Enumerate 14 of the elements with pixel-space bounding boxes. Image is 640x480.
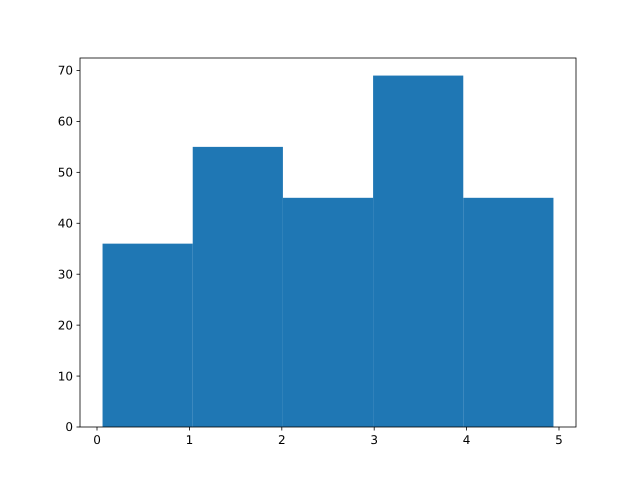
x-tick-label: 1 [186, 433, 194, 447]
y-tick-label: 20 [58, 318, 73, 332]
x-tick-label: 2 [278, 433, 286, 447]
y-tick-label: 10 [58, 369, 73, 384]
y-tick-label: 40 [58, 216, 73, 230]
y-tick-label: 50 [58, 166, 73, 180]
y-tick-label: 70 [58, 64, 73, 78]
x-tick-label: 5 [555, 433, 563, 447]
x-tick-label: 3 [370, 433, 378, 447]
x-tick-label: 0 [93, 433, 101, 447]
x-tick-label: 4 [462, 433, 470, 447]
y-tick-label: 30 [58, 267, 73, 282]
y-tick-label: 60 [58, 114, 73, 129]
y-tick-label: 0 [65, 420, 73, 434]
